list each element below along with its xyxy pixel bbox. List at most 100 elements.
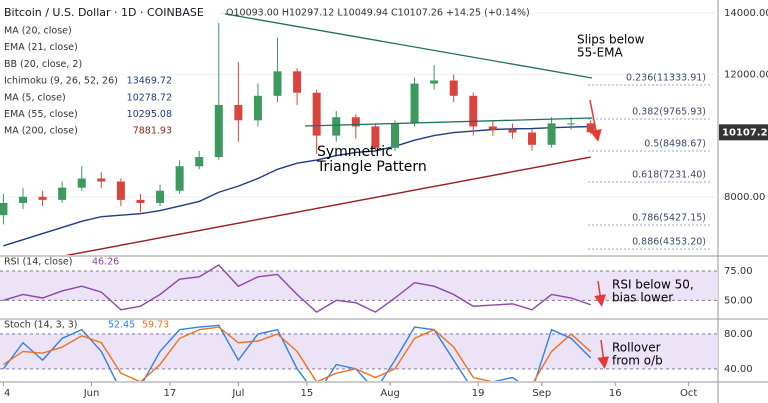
candle-body (214, 105, 223, 158)
fib-label: 0.5(8498.67) (644, 139, 706, 150)
candle-body (508, 129, 517, 133)
candle-body (332, 117, 341, 136)
x-tick-label: 19 (472, 388, 485, 399)
candle-body (0, 202, 8, 216)
candle-body (97, 178, 106, 182)
candle-body (19, 196, 28, 203)
candle-body (253, 95, 262, 121)
candle-body (116, 181, 125, 200)
legend-entry: EMA (21, close) (4, 42, 78, 53)
fib-label: 0.382(9765.93) (632, 107, 706, 118)
legend-entry: MA (200, close) (4, 126, 78, 137)
x-tick-label: Aug (380, 388, 400, 399)
legend-value: 10278.72 (127, 92, 172, 103)
x-tick-label: 17 (163, 388, 176, 399)
panel-title: Stoch (14, 3, 3) (4, 320, 78, 331)
legend-bg (0, 57, 115, 72)
panel-value: 52.45 (108, 320, 135, 331)
y-tick-label: 12000.00 (724, 69, 768, 80)
x-tick-label: Jun (83, 388, 100, 399)
candle-body (38, 196, 47, 200)
y-tick-label: 14000.00 (724, 8, 768, 19)
panel-value: 46.26 (92, 257, 119, 268)
annotation: Rollover (612, 341, 661, 355)
legend-entry: BB (20, close, 2) (4, 59, 82, 70)
legend-entry: EMA (55, close) (4, 109, 78, 120)
annotation: from o/b (612, 354, 663, 368)
legend-bg (0, 107, 175, 122)
x-tick-label: Oct (680, 388, 697, 399)
band (0, 270, 718, 301)
candle-body (547, 123, 556, 145)
y-tick-label: 8000.00 (724, 192, 765, 203)
candle-body (77, 178, 86, 188)
candle-body (586, 123, 595, 133)
annotation: Slips below (577, 33, 645, 47)
candle-body (312, 92, 321, 136)
candle-body (488, 126, 497, 130)
legend-bg (0, 90, 175, 105)
series-line (3, 326, 592, 381)
chart-title: Bitcoin / U.S. Dollar · 1D · COINBASE (4, 6, 204, 19)
candle-body (371, 126, 380, 148)
candle-body (567, 123, 576, 125)
panel (0, 12, 718, 255)
indicator-line (64, 156, 591, 255)
legend-entry: MA (5, close) (4, 92, 66, 103)
candle-body (351, 117, 360, 127)
x-tick-label: Jul (231, 388, 244, 399)
series-line (3, 264, 591, 313)
candle-body (410, 83, 419, 124)
panel-title: RSI (14, close) (4, 257, 72, 268)
y-tick-label: 50.00 (724, 295, 753, 306)
annotation: bias lower (612, 291, 673, 305)
arrow (589, 99, 602, 142)
legend-value: 10295.08 (127, 109, 172, 120)
arrow (594, 280, 607, 307)
fib-label: 0.236(11333.91) (626, 73, 706, 84)
annotation: RSI below 50, (612, 278, 694, 292)
candle-body (58, 187, 67, 200)
candle-body (175, 166, 184, 191)
annotation: Triangle Pattern (316, 159, 427, 175)
candle-body (449, 80, 458, 96)
last-price-box (719, 124, 768, 141)
candle-body (430, 80, 439, 84)
panel-value: 59.73 (142, 320, 169, 331)
candle-body (136, 199, 145, 203)
legend-value: 13469.72 (127, 76, 172, 87)
candle-body (156, 190, 165, 203)
fib-label: 0.786(5427.15) (632, 213, 706, 224)
last-price: 10107.2 (722, 127, 768, 138)
legend-bg (0, 124, 175, 139)
y-tick-label: 40.00 (724, 364, 753, 375)
y-tick-label: 80.00 (724, 329, 753, 340)
y-tick-label: 75.00 (724, 266, 753, 277)
candle-body (528, 132, 537, 145)
candle-body (273, 71, 282, 96)
fib-label: 0.886(4353.20) (632, 237, 706, 248)
trend-line (304, 117, 593, 127)
x-tick-label: 4 (4, 388, 10, 399)
legend-value: 7881.93 (133, 126, 172, 137)
candle-body (234, 105, 243, 121)
ohlc: O10093.00 H10297.12 L10049.94 C10107.26 … (226, 8, 530, 19)
legend-entry: Ichimoku (9, 26, 52, 26) (4, 76, 118, 87)
annotation: Symmetric (317, 144, 393, 160)
candle-body (390, 123, 399, 148)
x-tick-label: 16 (609, 388, 622, 399)
arrow (597, 339, 610, 369)
legend-bg (0, 24, 115, 38)
candle-body (469, 95, 478, 127)
plot: 8000.00 12000.00 14000.00 MA (20, close) EMA… (0, 8, 768, 399)
candle-body (195, 157, 204, 167)
fib-label: 0.618(7231.40) (632, 170, 706, 181)
series-line (2, 324, 592, 381)
header-bg (0, 3, 225, 23)
annotation: 55-EMA (577, 46, 624, 60)
x-tick-label: 15 (301, 388, 314, 399)
x-tick-label: Sep (532, 388, 551, 399)
legend-entry: MA (20, close) (4, 26, 72, 37)
legend-bg (0, 74, 175, 89)
